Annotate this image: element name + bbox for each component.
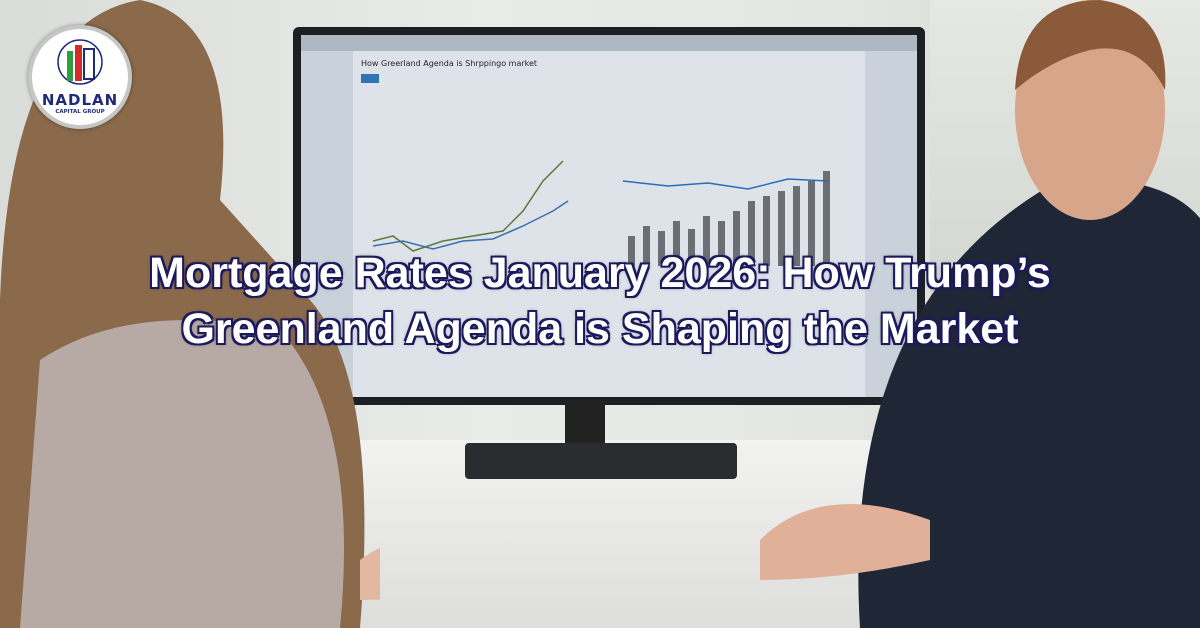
bar-chart-panel [622,171,830,266]
headline: Mortgage Rates January 2026: How Trump’s… [0,245,1200,357]
line-chart-panel [372,160,569,252]
monitor-screen: How Greerland Agenda is Shrppingo market [301,35,917,397]
dashboard-page: How Greerland Agenda is Shrppingo market [353,51,865,397]
monitor-stand [565,400,605,448]
headline-line-1: Mortgage Rates January 2026: How Trump’s [148,248,1052,298]
browser-bar [301,35,917,51]
logo-subtitle: CAPITAL GROUP [55,109,105,115]
active-tab [361,74,379,83]
headline-line-2: Greenland Agenda is Shaping the Market [180,304,1019,354]
buildings-icon [57,39,103,85]
woman-figure [0,0,380,628]
dashboard-title: How Greerland Agenda is Shrppingo market [361,59,538,68]
monitor-base [465,443,737,479]
monitor: How Greerland Agenda is Shrppingo market [293,27,925,405]
nadlan-logo: NADLAN CAPITAL GROUP [28,25,132,129]
logo-name: NADLAN [41,91,119,109]
man-figure [760,0,1200,628]
dashboard-tabs [361,74,857,83]
